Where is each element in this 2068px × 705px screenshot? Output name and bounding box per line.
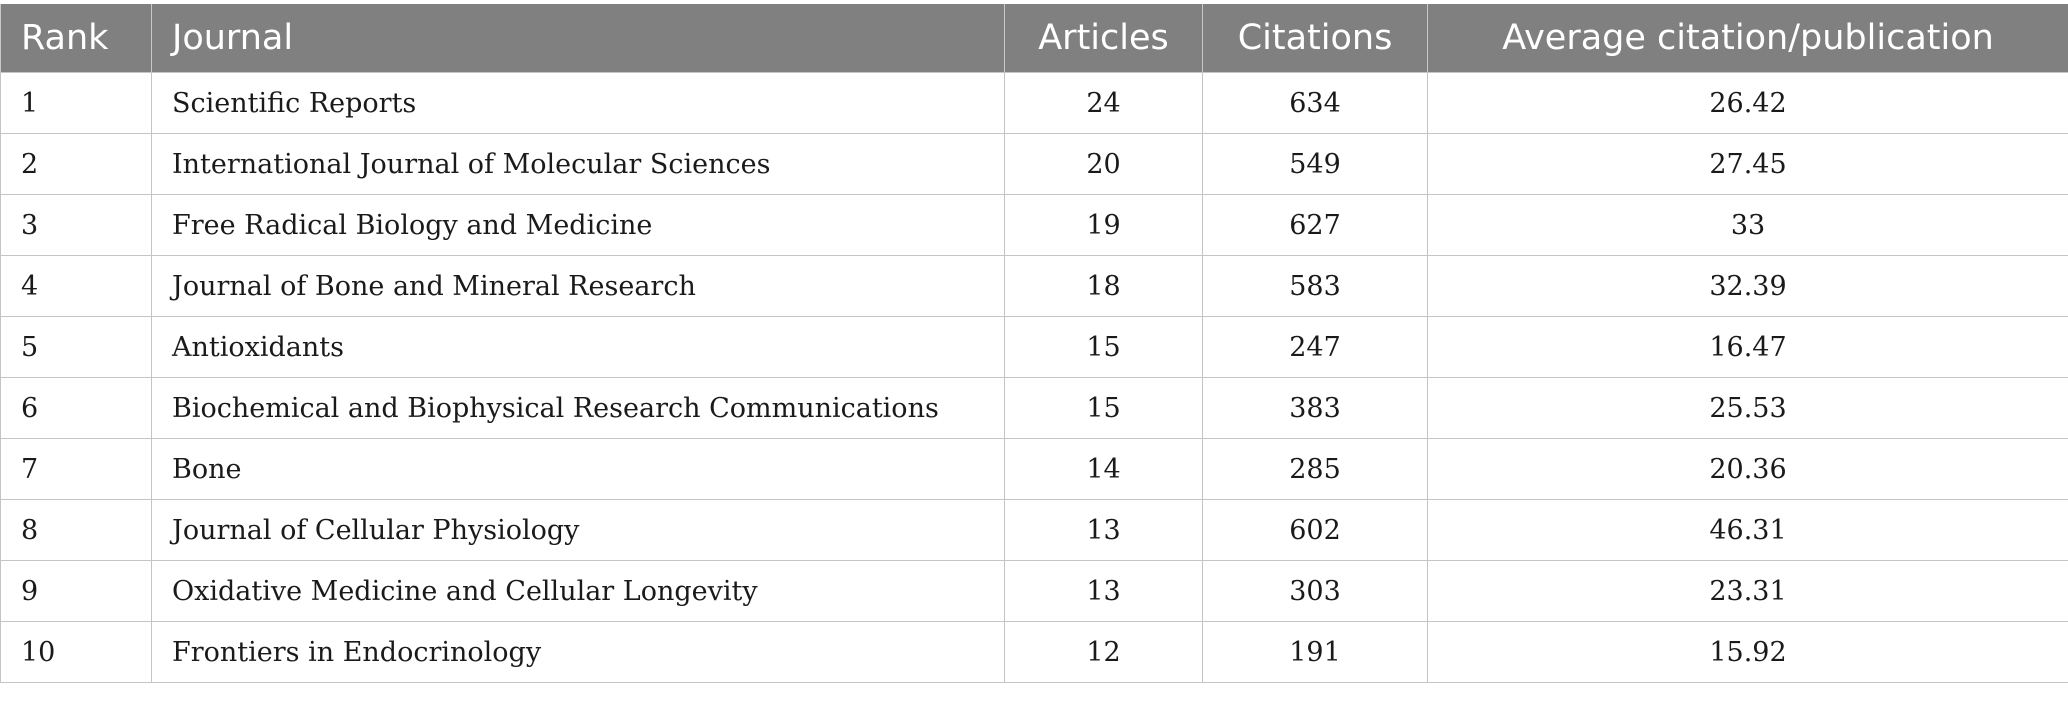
cell-average: 46.31: [1427, 499, 2068, 561]
header-journal: Journal: [151, 4, 1005, 73]
cell-average: 27.45: [1427, 133, 2068, 195]
cell-articles: 12: [1004, 621, 1203, 683]
cell-journal: Bone: [151, 438, 1005, 500]
cell-articles: 13: [1004, 499, 1203, 561]
cell-articles: 18: [1004, 255, 1203, 317]
table-row: 4 Journal of Bone and Mineral Research 18 5…: [0, 255, 2068, 317]
journal-table: Rank Journal Articles Citations Average …: [0, 4, 2068, 683]
cell-average: 33: [1427, 194, 2068, 256]
cell-citations: 303: [1202, 560, 1428, 622]
cell-average: 32.39: [1427, 255, 2068, 317]
cell-average: 16.47: [1427, 316, 2068, 378]
cell-citations: 247: [1202, 316, 1428, 378]
cell-average: 25.53: [1427, 377, 2068, 439]
cell-rank: 5: [0, 316, 152, 378]
header-average: Average citation/publication: [1427, 4, 2068, 73]
cell-journal: Free Radical Biology and Medicine: [151, 194, 1005, 256]
cell-citations: 383: [1202, 377, 1428, 439]
table-row: 2 International Journal of Molecular Scie…: [0, 133, 2068, 195]
cell-citations: 549: [1202, 133, 1428, 195]
header-articles: Articles: [1004, 4, 1203, 73]
cell-articles: 15: [1004, 377, 1203, 439]
cell-average: 15.92: [1427, 621, 2068, 683]
table-row: 10 Frontiers in Endocrinology 12 191 15.92: [0, 621, 2068, 683]
cell-citations: 602: [1202, 499, 1428, 561]
cell-rank: 4: [0, 255, 152, 317]
header-citations: Citations: [1202, 4, 1428, 73]
cell-rank: 8: [0, 499, 152, 561]
cell-journal: Journal of Bone and Mineral Research: [151, 255, 1005, 317]
cell-articles: 15: [1004, 316, 1203, 378]
cell-citations: 627: [1202, 194, 1428, 256]
cell-rank: 6: [0, 377, 152, 439]
cell-journal: Oxidative Medicine and Cellular Longevit…: [151, 560, 1005, 622]
cell-average: 26.42: [1427, 72, 2068, 134]
cell-rank: 3: [0, 194, 152, 256]
cell-citations: 634: [1202, 72, 1428, 134]
table-row: 5 Antioxidants 15 247 16.47: [0, 316, 2068, 378]
cell-articles: 13: [1004, 560, 1203, 622]
header-rank: Rank: [0, 4, 152, 73]
cell-articles: 24: [1004, 72, 1203, 134]
cell-citations: 285: [1202, 438, 1428, 500]
cell-journal: International Journal of Molecular Scien…: [151, 133, 1005, 195]
cell-journal: Frontiers in Endocrinology: [151, 621, 1005, 683]
cell-journal: Biochemical and Biophysical Research Com…: [151, 377, 1005, 439]
cell-articles: 19: [1004, 194, 1203, 256]
header-row: Rank Journal Articles Citations Average …: [0, 4, 2068, 73]
table-row: 8 Journal of Cellular Physiology 13 602 46.3…: [0, 499, 2068, 561]
table-row: 6 Biochemical and Biophysical Research Co…: [0, 377, 2068, 439]
cell-rank: 7: [0, 438, 152, 500]
cell-articles: 20: [1004, 133, 1203, 195]
cell-average: 23.31: [1427, 560, 2068, 622]
cell-journal: Scientific Reports: [151, 72, 1005, 134]
table-row: 1 Scientific Reports 24 634 26.42: [0, 72, 2068, 134]
table-row: 9 Oxidative Medicine and Cellular Longevi…: [0, 560, 2068, 622]
cell-citations: 191: [1202, 621, 1428, 683]
cell-average: 20.36: [1427, 438, 2068, 500]
cell-journal: Journal of Cellular Physiology: [151, 499, 1005, 561]
table-row: 7 Bone 14 285 20.36: [0, 438, 2068, 500]
cell-journal: Antioxidants: [151, 316, 1005, 378]
table-row: 3 Free Radical Biology and Medicine 19 627 3…: [0, 194, 2068, 256]
cell-rank: 10: [0, 621, 152, 683]
table-body: 1 Scientific Reports 24 634 26.42 2 Internatio…: [0, 72, 2068, 683]
cell-rank: 2: [0, 133, 152, 195]
cell-articles: 14: [1004, 438, 1203, 500]
cell-citations: 583: [1202, 255, 1428, 317]
cell-rank: 1: [0, 72, 152, 134]
cell-rank: 9: [0, 560, 152, 622]
